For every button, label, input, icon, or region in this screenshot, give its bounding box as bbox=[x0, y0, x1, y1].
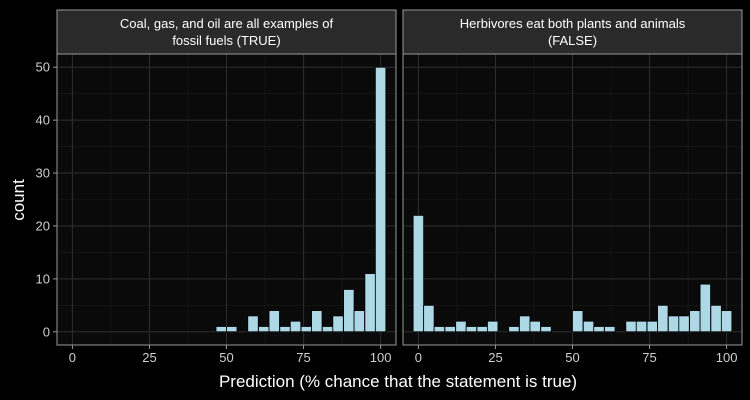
histogram-bar bbox=[353, 310, 365, 333]
histogram-bar bbox=[646, 320, 658, 333]
histogram-bar bbox=[215, 326, 227, 333]
histogram-bar bbox=[444, 326, 456, 333]
x-tick-label: 50 bbox=[565, 350, 579, 365]
x-tick-label: 0 bbox=[415, 350, 422, 365]
facet-title-1-line-1: Coal, gas, and oil are all examples of bbox=[120, 16, 334, 31]
y-tick-label: 30 bbox=[36, 166, 50, 181]
histogram-bar bbox=[258, 326, 270, 333]
histogram-bar bbox=[508, 326, 520, 333]
histogram-bar bbox=[300, 326, 312, 333]
histogram-bar bbox=[311, 310, 323, 333]
x-tick-label: 75 bbox=[296, 350, 310, 365]
histogram-bar bbox=[572, 310, 584, 333]
histogram-bar bbox=[364, 273, 376, 333]
x-tick-label: 100 bbox=[370, 350, 392, 365]
x-tick-label: 0 bbox=[69, 350, 76, 365]
x-tick-label: 25 bbox=[142, 350, 156, 365]
histogram-bar bbox=[374, 66, 387, 333]
y-tick-label: 10 bbox=[36, 271, 50, 286]
y-tick-label: 20 bbox=[36, 218, 50, 233]
histogram-bar bbox=[678, 315, 690, 333]
y-tick-label: 40 bbox=[36, 113, 50, 128]
bars-1 bbox=[215, 66, 387, 333]
histogram-bar bbox=[667, 315, 680, 333]
histogram-bar bbox=[625, 320, 637, 333]
y-tick-label: 0 bbox=[43, 324, 50, 339]
bars-2 bbox=[412, 214, 733, 333]
facet-panel-1: Coal, gas, and oil are all examples of f… bbox=[56, 9, 397, 346]
histogram-bar bbox=[635, 320, 648, 333]
histogram-bar bbox=[321, 326, 334, 333]
histogram-bar bbox=[455, 320, 467, 333]
x-tick-label: 50 bbox=[219, 350, 233, 365]
histogram-bar bbox=[289, 320, 302, 333]
histogram-bar bbox=[710, 304, 722, 333]
x-tick-label: 100 bbox=[716, 350, 738, 365]
histogram-bar bbox=[433, 326, 446, 333]
histogram-bar bbox=[423, 304, 435, 333]
histogram-bar bbox=[519, 315, 531, 333]
histogram-bar bbox=[529, 320, 541, 333]
histogram-bar bbox=[699, 283, 711, 333]
histogram-bar bbox=[279, 326, 291, 333]
histogram-bar bbox=[465, 326, 478, 333]
histogram-bar bbox=[540, 326, 552, 333]
facet-title-2-line-2: (FALSE) bbox=[548, 33, 597, 48]
histogram-bar bbox=[604, 326, 616, 333]
histogram-bar bbox=[476, 326, 488, 333]
histogram-bar bbox=[268, 310, 280, 333]
histogram-bar bbox=[657, 304, 669, 333]
y-tick-label: 50 bbox=[36, 60, 50, 75]
facet-strip-2 bbox=[402, 9, 743, 55]
histogram-bar bbox=[593, 326, 605, 333]
histogram-bar bbox=[487, 320, 499, 333]
grid-2 bbox=[403, 54, 742, 345]
histogram-bar bbox=[689, 310, 701, 333]
x-axis-1: 0 25 50 75 100 bbox=[69, 345, 392, 365]
x-tick-label: 75 bbox=[642, 350, 656, 365]
facet-strip-1 bbox=[56, 9, 397, 55]
histogram-bar bbox=[412, 214, 425, 333]
histogram-bar bbox=[582, 320, 595, 333]
facet-panel-2: Herbivores eat both plants and animals (… bbox=[402, 9, 743, 346]
y-axis-title: count bbox=[9, 179, 28, 221]
histogram-bar bbox=[343, 289, 355, 333]
histogram-bar bbox=[720, 310, 733, 333]
x-axis-title: Prediction (% chance that the statement … bbox=[219, 372, 577, 391]
facet-title-2-line-1: Herbivores eat both plants and animals bbox=[460, 16, 686, 31]
histogram-bar bbox=[247, 315, 259, 333]
facet-title-1-line-2: fossil fuels (TRUE) bbox=[172, 33, 280, 48]
histogram-bar bbox=[226, 326, 238, 333]
grid-1 bbox=[57, 54, 396, 345]
x-tick-label: 25 bbox=[488, 350, 502, 365]
x-axis-2: 0 25 50 75 100 bbox=[415, 345, 738, 365]
histogram-bar bbox=[332, 315, 344, 333]
y-axis: 0 10 20 30 40 50 bbox=[36, 60, 57, 339]
